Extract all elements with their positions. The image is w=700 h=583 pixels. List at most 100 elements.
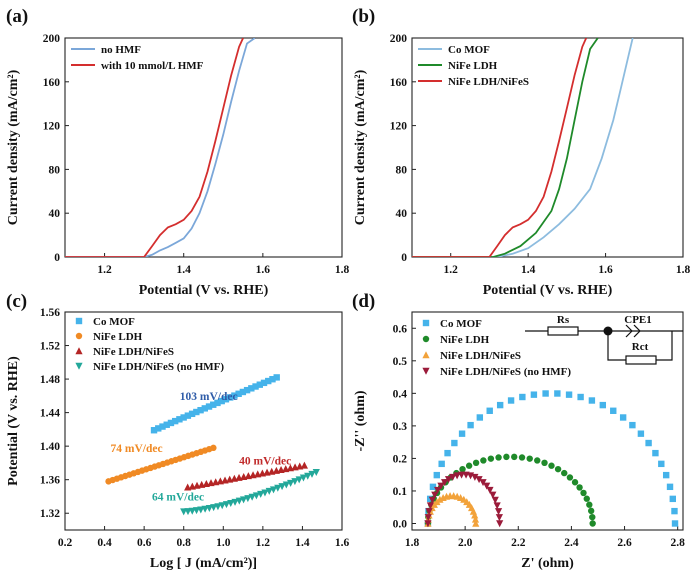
data-point [201,505,209,513]
data-point [433,471,440,479]
data-point [583,495,590,502]
circuit-label-rct: Rct [632,341,649,353]
data-point [312,468,320,476]
resistor-rct [625,355,657,365]
series-line [412,38,634,257]
y-tick-label: 1.32 [40,508,60,520]
data-point [239,388,247,396]
data-point [282,481,290,489]
data-point [210,444,217,452]
x-tick-label: 1.2 [97,264,112,276]
series-line [65,38,244,257]
data-point [671,520,679,527]
legend-marker [422,351,430,359]
data-point [493,502,501,510]
data-point [491,496,499,504]
data-point [210,504,218,512]
data-point [472,459,480,467]
slope-annotation: 74 mV/dec [111,443,163,455]
resistor-rs [547,326,579,336]
data-point [476,414,484,421]
data-point [201,405,208,412]
data-point [231,498,239,506]
y-axis-label: Current density (mA/cm²) [353,69,368,225]
data-point [599,401,607,409]
panel-label: (b) [352,6,375,27]
data-point [440,479,449,487]
legend-label: NiFe LDH/NiFeS (no HMF) [93,361,224,373]
data-point [256,381,263,388]
data-point [295,476,303,484]
legend-label: Co MOF [440,318,482,330]
legend-label: NiFe LDH [448,60,498,72]
y-tick-label: 40 [396,208,408,220]
x-tick-label: 1.0 [216,537,231,549]
data-point [426,502,435,510]
data-point [629,421,636,429]
data-point [542,390,549,397]
data-point [548,462,555,469]
x-tick-label: 1.2 [444,264,459,276]
data-point [436,495,444,503]
data-point [163,421,170,428]
data-point [150,427,158,434]
panel-b: 1.2 1.4 1.6 1.8 0 40 80 120 160 200 Potential (V v… [352,6,690,298]
y-tick-label: 200 [43,33,61,45]
data-point [257,490,265,498]
x-tick-label: 0.2 [58,537,73,549]
data-point [449,473,457,481]
y-tick-label: 120 [390,121,408,133]
data-point [205,403,213,410]
data-point [429,483,437,491]
data-point [489,491,497,499]
legend-label: NiFe LDH/NiFeS [448,76,529,88]
data-point [471,515,480,523]
equivalent-circuit-inset: Rs CPE1 Rct [525,314,683,365]
x-tick-label: 0.4 [97,537,112,549]
data-point [496,520,504,528]
legend-label: NiFe LDH [93,331,143,343]
data-point [496,401,504,409]
data-point [518,454,526,461]
cpe-line [633,330,641,338]
legend-marker [422,319,430,327]
data-point [487,455,495,462]
series-line [412,38,599,257]
data-point [486,407,493,414]
x-tick-label: 1.8 [405,537,420,549]
data-point [227,500,235,508]
legend-label: NiFe LDH/NiFeS (no HMF) [440,366,571,378]
y-tick-label: 0.3 [393,421,408,433]
data-point [566,474,574,481]
data-point [669,495,676,503]
data-point [248,385,255,392]
data-point [193,408,200,416]
data-point [561,469,568,477]
data-point [218,502,226,510]
data-point [299,474,308,482]
x-tick-label: 1.4 [295,537,310,549]
data-point [188,410,196,418]
y-axis-label: -Z'' (ohm) [353,390,368,451]
y-tick-label: 0.1 [393,486,408,498]
plot-frame [64,37,343,258]
data-point [278,483,286,491]
panel-d: 1.8 2.0 2.2 2.4 2.6 2.8 0.0 0.1 0.2 0.3 0.4 0.5 0.6 Z… [352,291,685,571]
data-point [300,461,309,469]
slope-annotation: 103 mV/dec [180,391,238,403]
data-point [554,465,562,473]
data-point [159,423,166,430]
data-point [565,391,573,398]
legend-label: NiFe LDH/NiFeS [440,350,521,362]
y-tick-label: 200 [390,33,408,45]
plot-frame [64,311,343,531]
data-point [519,393,526,401]
data-point [214,503,222,511]
data-point [554,390,561,397]
legend-label: NiFe LDH [440,334,490,346]
data-point [589,520,596,527]
data-point [637,430,645,437]
data-point [666,483,674,491]
y-tick-label: 0.0 [393,518,408,530]
x-axis-label: Potential (V vs. RHE) [139,283,269,298]
